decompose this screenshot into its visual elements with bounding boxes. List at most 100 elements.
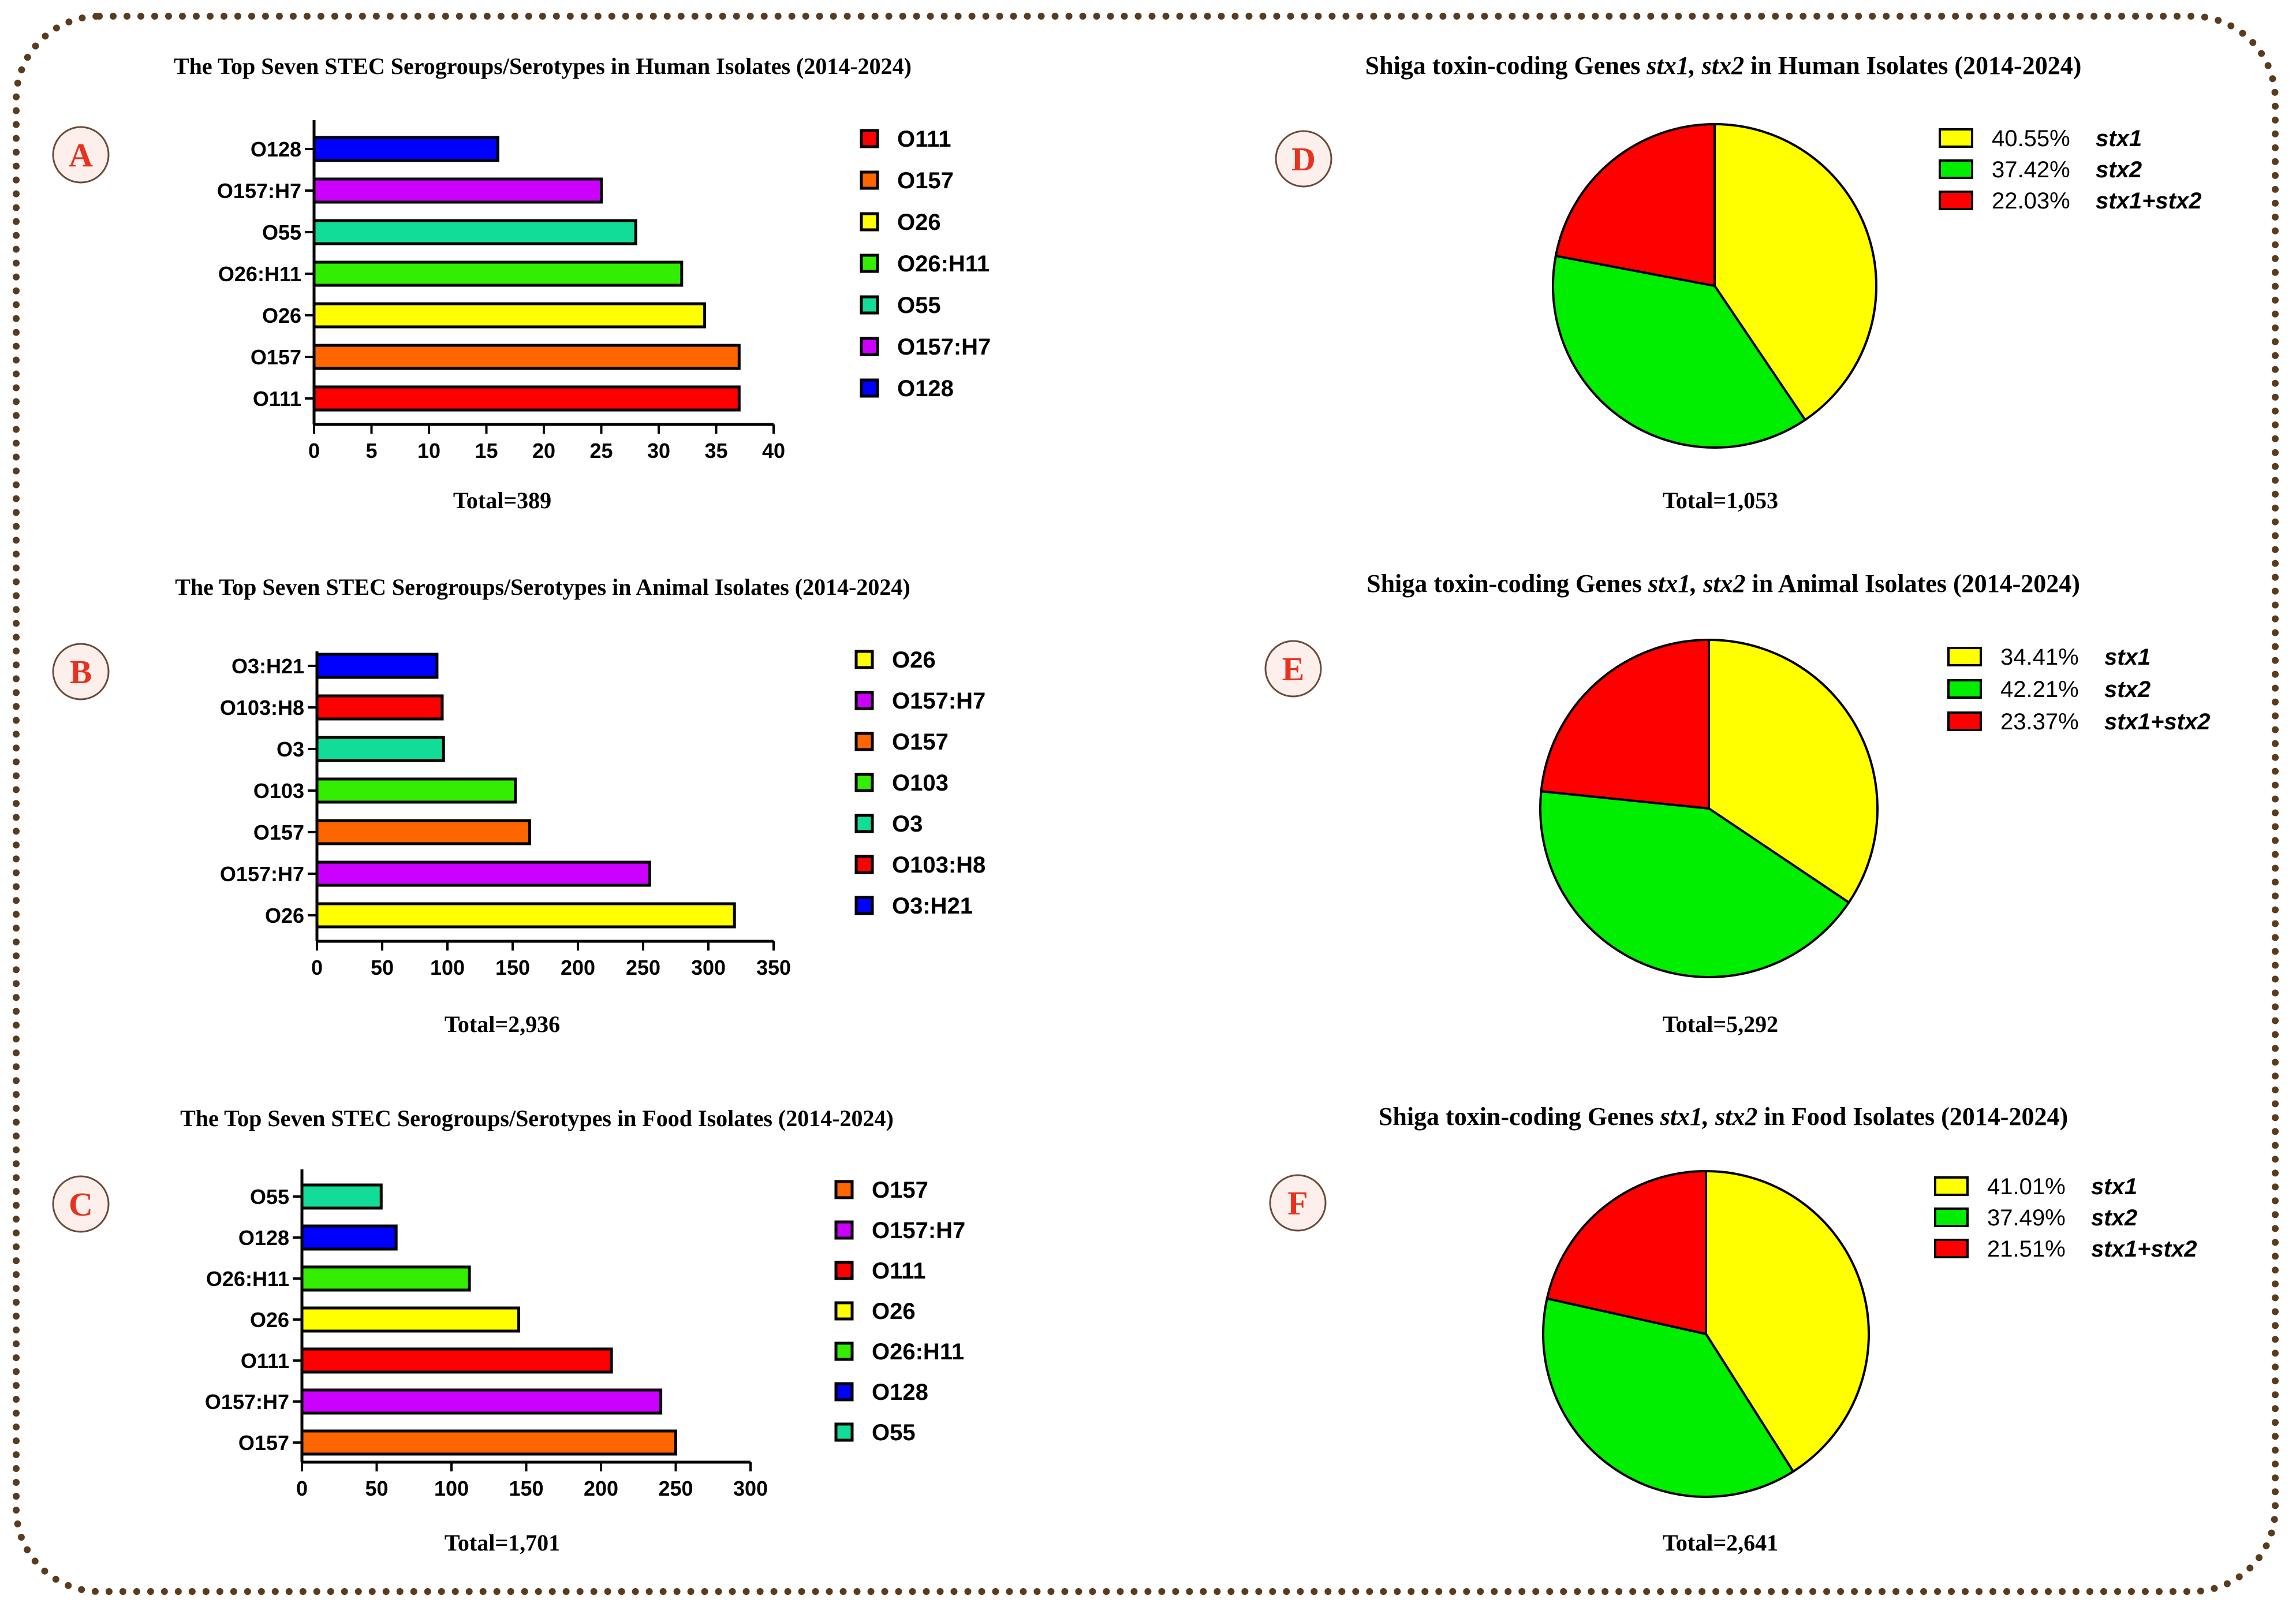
- y-tick-label: O3:H21: [232, 654, 304, 678]
- chart-title-prefix: Shiga toxin-coding Genes: [1367, 569, 1648, 598]
- legend-swatch: [834, 1382, 854, 1402]
- x-tick-label: 250: [626, 956, 660, 979]
- legend-label: stx1+stx2: [2104, 709, 2210, 735]
- pie-slice-stx1: [1708, 638, 1879, 904]
- legend-swatch: [1934, 1208, 1969, 1227]
- pie-slice-stx1-plus-stx2: [1540, 638, 1710, 810]
- badge-letter: F: [1287, 1184, 1308, 1222]
- legend-percent: 37.49%: [1987, 1205, 2066, 1231]
- bar-o26-h11: [300, 1265, 471, 1292]
- x-tick-label: 25: [589, 439, 613, 463]
- legend-label: stx2: [2104, 677, 2151, 702]
- bar-o103-h8: [315, 694, 444, 721]
- bar-chart-c: The Top Seven STEC Serogroups/Serotypes …: [180, 1105, 965, 1556]
- y-tick-label: O157: [251, 345, 301, 369]
- y-tick-label: O26: [262, 304, 301, 327]
- pie-slice-stx1-plus-stx2: [1554, 122, 1716, 288]
- legend-swatch: [834, 1301, 854, 1321]
- legend-swatch: [1947, 679, 1982, 699]
- legend-swatch: [854, 855, 874, 874]
- legend-label: stx1+stx2: [2091, 1236, 2197, 1262]
- legend-label: O26:H11: [897, 251, 990, 277]
- pie-chart-d: Shiga toxin-coding Genes stx1, stx2 in H…: [1365, 51, 2202, 513]
- x-tick-label: 50: [371, 956, 394, 979]
- legend-percent: 22.03%: [1992, 188, 2070, 214]
- legend-swatch: [860, 378, 879, 398]
- y-tick-label: O26:H11: [206, 1267, 289, 1291]
- legend-label: O55: [872, 1420, 916, 1445]
- bar-o103: [315, 777, 517, 804]
- legend-swatch: [1947, 711, 1982, 731]
- x-tick-label: 100: [434, 1477, 469, 1500]
- panel-badge-b: B: [52, 643, 110, 700]
- legend-label: stx2: [2091, 1205, 2137, 1231]
- y-tick-label: O3: [277, 737, 304, 761]
- bar-o157: [300, 1429, 677, 1456]
- legend-percent: 41.01%: [1987, 1174, 2066, 1199]
- chart-title-suffix: in Human Isolates (2014-2024): [1744, 51, 2081, 80]
- legend-percent: 21.51%: [1987, 1236, 2066, 1262]
- legend-label: O26:H11: [872, 1339, 964, 1365]
- legend-label: O3:H21: [892, 893, 973, 919]
- legend: 34.41% stx1 42.21% stx2 23.37% stx1+stx2: [1947, 644, 2210, 735]
- legend-swatch: [834, 1422, 854, 1442]
- legend-swatch: [854, 691, 874, 710]
- legend-label: O55: [897, 293, 941, 318]
- pie-slice-stx2: [1542, 1297, 1795, 1498]
- y-tick-label: O157: [253, 821, 304, 844]
- chart-title: Shiga toxin-coding Genes stx1, stx2 in A…: [1367, 569, 2080, 598]
- legend: O111 O157 O26 O26:H11 O55 O157:H7 O128: [860, 126, 991, 401]
- pie-slice-stx1-plus-stx2: [1545, 1169, 1707, 1336]
- y-tick-label: O157:H7: [220, 862, 304, 886]
- legend-swatch: [1939, 191, 1973, 210]
- bar-o157: [315, 819, 531, 845]
- x-tick-label: 200: [561, 956, 595, 979]
- legend-label: O157:H7: [892, 688, 985, 714]
- y-tick-label: O157: [238, 1431, 289, 1455]
- chart-title-suffix: in Animal Isolates (2014-2024): [1746, 569, 2080, 598]
- legend-label: O3: [892, 811, 923, 837]
- legend-swatch: [854, 773, 874, 792]
- legend-percent: 42.21%: [2000, 677, 2079, 702]
- bar-o26: [312, 302, 707, 329]
- legend-label: O157: [892, 729, 949, 755]
- pie-chart-f: Shiga toxin-coding Genes stx1, stx2 in F…: [1379, 1102, 2197, 1556]
- legend-label: O26: [892, 647, 936, 673]
- bar-o55: [300, 1183, 383, 1210]
- panel-badge-e: E: [1264, 640, 1322, 698]
- legend-label: stx1: [2104, 644, 2151, 670]
- y-tick-label: O26:H11: [218, 262, 301, 286]
- legend-label: stx1: [2091, 1174, 2137, 1199]
- bar-o128: [312, 136, 499, 162]
- panel-badge-d: D: [1275, 130, 1332, 188]
- x-tick-label: 40: [762, 439, 785, 463]
- badge-circle: [1269, 1174, 1327, 1232]
- x-tick-label: 350: [756, 956, 791, 979]
- total-label: Total=2,936: [445, 1011, 560, 1037]
- legend-swatch: [834, 1180, 854, 1199]
- chart-title-prefix: Shiga toxin-coding Genes: [1379, 1102, 1660, 1131]
- legend-label: O128: [897, 376, 954, 401]
- y-tick-label: O103:H8: [220, 696, 304, 720]
- bar-o3: [315, 736, 445, 762]
- y-tick-label: O26: [250, 1308, 289, 1332]
- x-tick-label: 20: [532, 439, 555, 463]
- bar-o128: [300, 1224, 398, 1251]
- x-tick-label: 10: [417, 439, 440, 463]
- legend-swatch: [860, 212, 879, 232]
- chart-title: The Top Seven STEC Serogroups/Serotypes …: [175, 574, 910, 600]
- panel-badge-a: A: [52, 126, 110, 184]
- total-label: Total=5,292: [1663, 1011, 1778, 1037]
- badge-circle: [1264, 640, 1322, 698]
- chart-title-genes: stx1, stx2: [1646, 51, 1744, 80]
- bar-chart-b: The Top Seven STEC Serogroups/Serotypes …: [175, 574, 985, 1037]
- legend-swatch: [1934, 1239, 1969, 1258]
- x-tick-label: 100: [430, 956, 465, 979]
- chart-title-suffix: in Food Isolates (2014-2024): [1757, 1102, 2068, 1131]
- chart-title-prefix: Shiga toxin-coding Genes: [1365, 51, 1647, 80]
- pie-slice-stx2: [1539, 789, 1851, 978]
- legend-swatch: [860, 254, 879, 273]
- legend-label: O157: [897, 168, 954, 193]
- legend: 40.55% stx1 37.42% stx2 22.03% stx1+stx2: [1939, 126, 2201, 214]
